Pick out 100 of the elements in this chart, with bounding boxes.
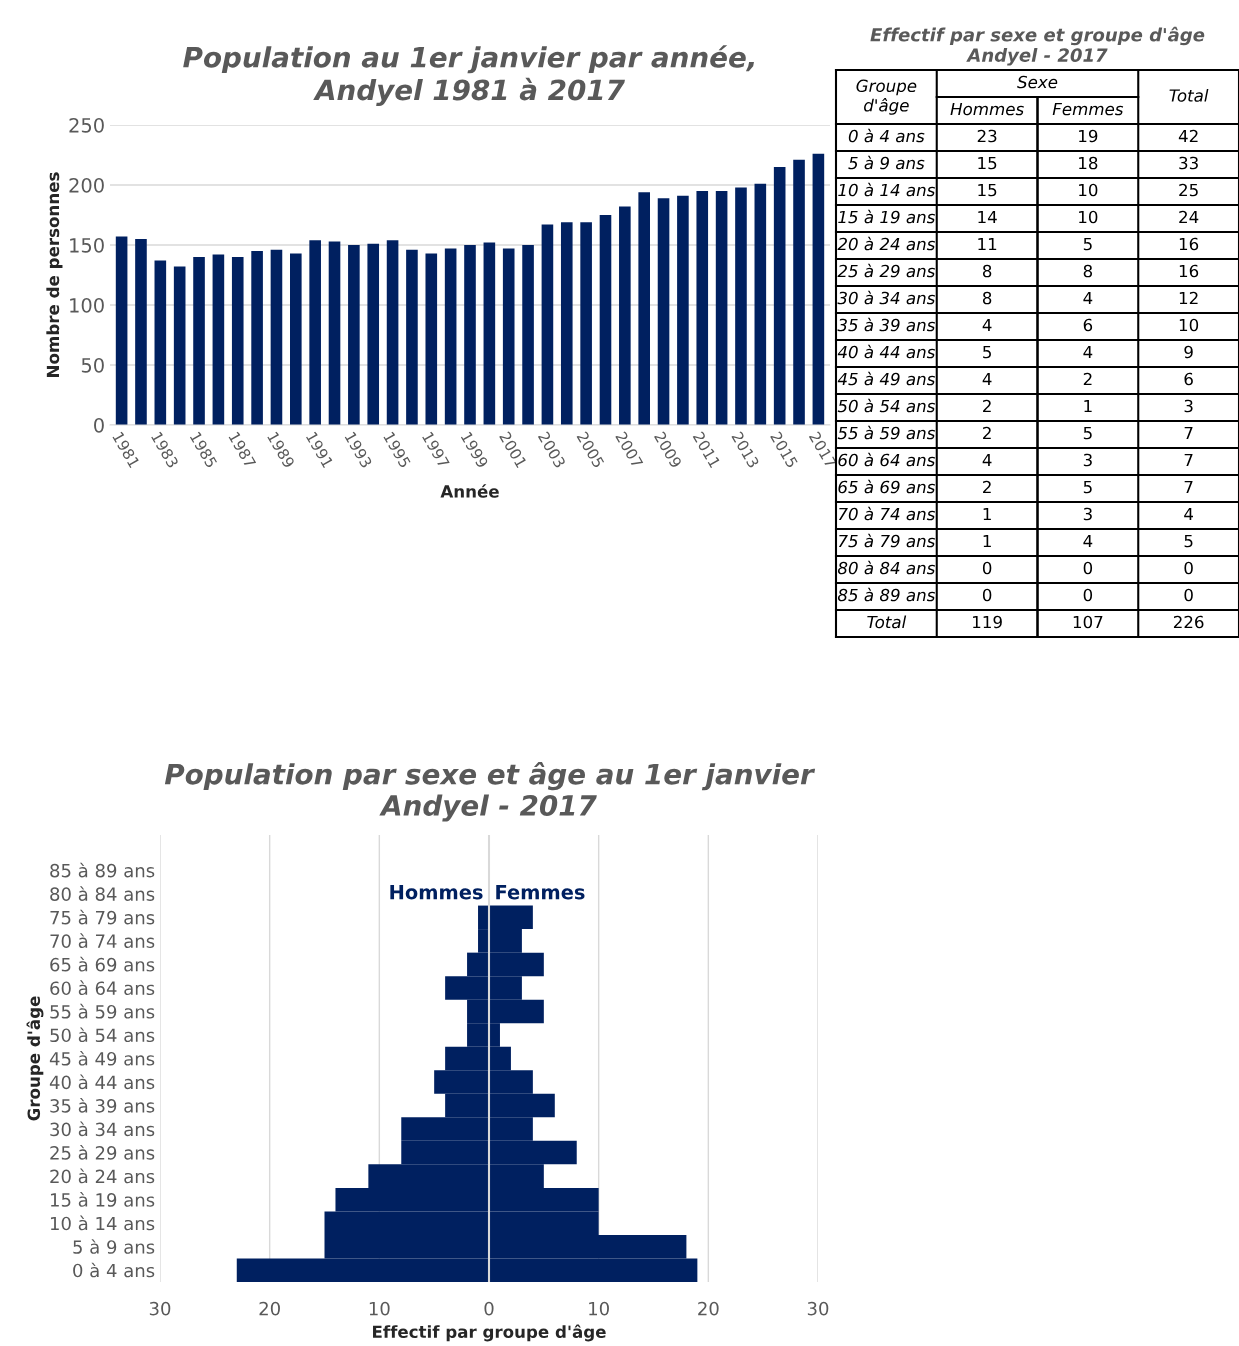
data-label: 0	[982, 588, 992, 602]
bar	[386, 240, 399, 425]
text: Hommes	[950, 102, 1024, 116]
text: Groupe d'âge	[856, 79, 917, 115]
data-label: 12	[1179, 291, 1198, 305]
bar	[522, 245, 534, 425]
x-tick-label: 20	[259, 1301, 280, 1316]
bar	[309, 240, 321, 425]
data-label: 14	[978, 210, 997, 224]
data-label: 226	[1173, 615, 1204, 629]
bar	[677, 195, 689, 425]
y-tick-label: 75 à 79 ans	[50, 909, 155, 925]
bar	[135, 239, 147, 425]
bar	[754, 183, 767, 425]
bar	[560, 222, 573, 425]
bar	[502, 248, 515, 425]
category-label: 60 à 64 ans	[838, 452, 936, 467]
data-label: 10	[1079, 183, 1098, 197]
y-tick-label: 0	[94, 417, 104, 433]
data-label: 19	[1079, 129, 1098, 143]
series-label: Femmes	[496, 885, 585, 900]
data-label: 6	[1083, 318, 1093, 332]
category-label: 40 à 44 ans	[837, 344, 936, 359]
bar	[231, 257, 244, 425]
category-label: 25 à 29 ans	[837, 263, 936, 278]
bar	[464, 245, 476, 425]
data-label: 24	[1179, 210, 1199, 224]
y-tick-label: 10 à 14 ans	[50, 1215, 155, 1231]
bar	[696, 191, 709, 425]
data-label: 4	[1184, 507, 1193, 521]
data-label: 0	[982, 561, 992, 575]
x-tick-label: 30	[807, 1301, 829, 1316]
text: Femmes	[1052, 102, 1124, 116]
category-label: 10 à 14 ans	[838, 182, 936, 197]
data-label: 119	[973, 615, 1002, 629]
category-label: 55 à 59 ans	[837, 425, 936, 440]
chart-title: Population au 1er janvier par année, Andyel 1981 à 2017	[183, 45, 754, 106]
data-label: 0	[1184, 561, 1193, 575]
data-label: 2	[983, 426, 991, 440]
bar	[444, 248, 457, 425]
y-axis-title: Nombre de personnes	[46, 172, 63, 377]
bar	[619, 206, 631, 425]
y-tick-label: 50	[81, 357, 104, 373]
bar	[580, 222, 592, 425]
y-tick-label: 30 à 34 ans	[50, 1121, 155, 1137]
y-tick-label: 5 à 9 ans	[73, 1239, 155, 1254]
category-label: 65 à 69 ans	[838, 479, 936, 494]
data-label: 33	[1179, 156, 1198, 170]
category-label: 20 à 24 ans	[837, 236, 936, 251]
data-label: 4	[982, 453, 992, 467]
bar	[193, 257, 205, 425]
data-label: 107	[1073, 615, 1103, 629]
x-tick-label: 0	[484, 1301, 494, 1316]
data-label: 5	[1184, 534, 1193, 548]
data-label: 16	[1179, 264, 1199, 278]
y-tick-label: 40 à 44 ans	[49, 1074, 155, 1090]
bar	[348, 245, 360, 425]
bar	[406, 249, 418, 425]
data-label: 5	[1083, 426, 1092, 440]
y-tick-label: 65 à 69 ans	[50, 956, 155, 972]
x-tick-label: 30	[149, 1301, 171, 1316]
data-label: 11	[978, 237, 997, 251]
category-label: 75 à 79 ans	[838, 533, 936, 548]
bar	[425, 253, 438, 425]
y-tick-label: 200	[69, 177, 104, 193]
category-label: 5 à 9 ans	[848, 155, 925, 170]
x-axis-title: Année	[440, 484, 499, 498]
category-label: 85 à 89 ans	[837, 587, 936, 602]
category-label: 35 à 39 ans	[837, 317, 936, 332]
data-label: 1	[1084, 399, 1092, 413]
category-label: 0 à 4 ans	[848, 128, 925, 143]
data-label: 5	[983, 345, 991, 359]
data-label: 4	[982, 372, 992, 386]
bar	[270, 249, 283, 425]
data-label: 0	[1083, 561, 1093, 575]
data-label: 3	[1083, 507, 1092, 521]
bar	[328, 241, 341, 425]
data-label: 10	[1179, 318, 1199, 332]
bar	[483, 242, 496, 425]
data-label: 16	[1179, 237, 1199, 251]
bar	[793, 159, 805, 425]
data-label: 4	[1083, 534, 1093, 548]
y-tick-label: 70 à 74 ans	[50, 933, 155, 948]
category-label: 50 à 54 ans	[837, 398, 936, 413]
bar	[735, 187, 747, 425]
data-label: 4	[982, 318, 992, 332]
data-label: 5	[1083, 480, 1092, 494]
data-label: 8	[982, 291, 992, 305]
data-label: 2	[983, 399, 991, 413]
y-tick-label: 60 à 64 ans	[50, 980, 155, 996]
data-label: 9	[1184, 345, 1193, 359]
bar	[812, 153, 825, 425]
data-label: 10	[1079, 210, 1098, 224]
bar	[657, 198, 670, 425]
series-label: Hommes	[390, 885, 483, 900]
bar	[173, 266, 186, 425]
category-label: 70 à 74 ans	[838, 506, 936, 521]
bar	[115, 236, 128, 425]
x-tick-label: 10	[589, 1301, 609, 1316]
y-tick-label: 25 à 29 ans	[50, 1145, 155, 1160]
